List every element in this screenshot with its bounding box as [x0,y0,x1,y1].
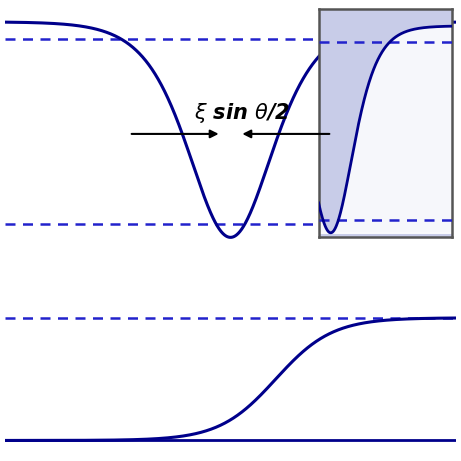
Text: $\xi$ sin $\theta$/2: $\xi$ sin $\theta$/2 [194,101,290,125]
